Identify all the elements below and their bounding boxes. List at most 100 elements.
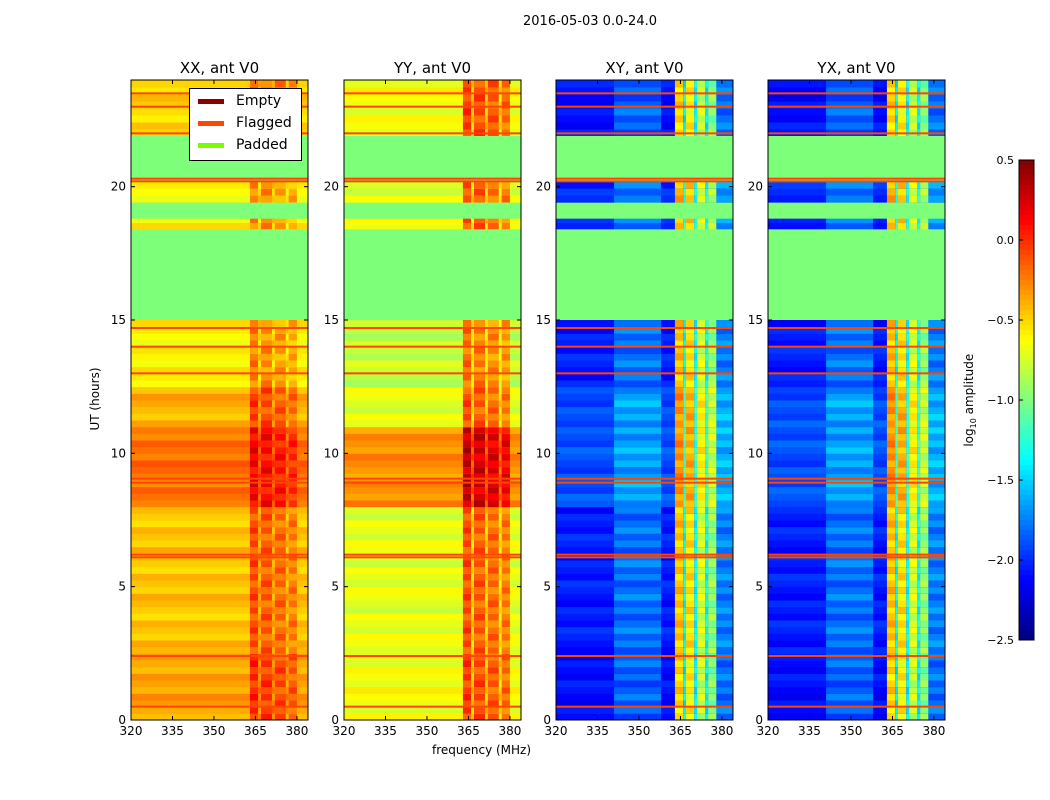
heatmap-cell: [344, 326, 521, 334]
heatmap-cell-rfi: [694, 426, 698, 434]
heatmap-cell-rfi: [917, 222, 921, 230]
heatmap-cell-rfi: [697, 360, 706, 368]
heatmap-cell-rfi: [697, 633, 706, 641]
heatmap-cell-rfi: [917, 87, 921, 95]
heatmap-cell-rfi: [694, 713, 698, 721]
heatmap-cell-rfi: [501, 80, 510, 88]
heatmap-cell-rfi: [614, 320, 662, 328]
heatmap-cell-rfi: [614, 340, 662, 348]
heatmap-cell-rfi: [886, 540, 896, 548]
heatmap-cell-rfi: [928, 500, 945, 508]
heatmap-cell-rfi: [614, 546, 662, 554]
heatmap-cell-rfi: [498, 660, 502, 668]
heatmap-cell-rfi: [716, 546, 733, 554]
heatmap-cell: [131, 433, 308, 441]
heatmap-cell-rfi: [285, 706, 289, 714]
colorbar-segment: [1019, 465, 1034, 471]
heatmap-cell-rfi: [928, 453, 945, 461]
heatmap-cell-rfi: [708, 320, 717, 328]
heatmap-cell-rfi: [928, 393, 945, 401]
heatmap-cell-rfi: [826, 493, 874, 501]
heatmap-cell-rfi: [501, 393, 510, 401]
heatmap-cell-rfi: [909, 540, 918, 548]
legend: Empty Flagged Padded: [189, 88, 302, 161]
heatmap-cell-rfi: [917, 80, 921, 88]
heatmap-cell-rfi: [498, 706, 502, 714]
heatmap-cell-rfi: [288, 573, 297, 581]
heatmap-cell-rfi: [498, 115, 502, 123]
heatmap-cell-rfi: [462, 460, 472, 468]
colorbar-segment: [1019, 245, 1034, 251]
heatmap-cell-rfi: [462, 633, 472, 641]
heatmap-cell-rfi: [705, 360, 709, 368]
heatmap-cell-rfi: [906, 633, 910, 641]
heatmap-cell-rfi: [928, 660, 945, 668]
heatmap-cell: [344, 513, 521, 521]
heatmap-cell-rfi: [674, 195, 684, 203]
heatmap-cell-rfi: [498, 600, 502, 608]
heatmap-cell-rfi: [487, 573, 499, 581]
heatmap-cell-rfi: [258, 693, 261, 701]
colorbar-segment: [1019, 255, 1034, 261]
heatmap-cell-rfi: [272, 473, 275, 481]
heatmap-cell-rfi: [285, 440, 289, 448]
heatmap-cell-rfi: [705, 680, 709, 688]
heatmap-cell-rfi: [928, 346, 945, 354]
heatmap-cell-rfi: [272, 433, 275, 441]
heatmap-cell-rfi: [487, 606, 499, 614]
heatmap-cell-rfi: [674, 706, 684, 714]
heatmap-cell-rfi: [272, 526, 275, 534]
heatmap-cell-rfi: [485, 546, 488, 554]
colorbar-segment: [1019, 280, 1034, 286]
heatmap-cell-rfi: [906, 506, 910, 514]
heatmap-cell-rfi: [920, 373, 929, 381]
heatmap-cell-rfi: [920, 573, 929, 581]
y-tick-label: 10: [324, 446, 339, 460]
heatmap-cell-rfi: [487, 406, 499, 414]
heatmap-cell: [131, 460, 308, 468]
heatmap-cell-rfi: [274, 393, 286, 401]
heatmap-cell-rfi: [697, 333, 706, 341]
heatmap-cell-rfi: [897, 560, 907, 568]
heatmap-cell-rfi: [473, 400, 486, 408]
heatmap-cell-rfi: [274, 706, 286, 714]
heatmap-cell-rfi: [906, 393, 910, 401]
heatmap-cell-rfi: [274, 560, 286, 568]
heatmap-cell-rfi: [249, 360, 259, 368]
heatmap-cell-rfi: [917, 340, 921, 348]
heatmap-cell-rfi: [917, 433, 921, 441]
heatmap-cell-rfi: [928, 373, 945, 381]
heatmap-cell-rfi: [886, 600, 896, 608]
heatmap-cell-rfi: [462, 353, 472, 361]
heatmap-cell-rfi: [285, 222, 289, 230]
heatmap-cell-rfi: [886, 195, 896, 203]
heatmap-cell-rfi: [260, 433, 273, 441]
heatmap-cell-rfi: [697, 80, 706, 88]
heatmap-cell-rfi: [462, 222, 472, 230]
heatmap-cell-rfi: [694, 493, 698, 501]
heatmap-cell-rfi: [674, 693, 684, 701]
heatmap-cell-rfi: [683, 420, 686, 428]
heatmap-cell-rfi: [683, 181, 686, 189]
heatmap-cell-rfi: [249, 493, 259, 501]
flagged-line: [344, 553, 521, 556]
heatmap-cell-rfi: [920, 101, 929, 109]
heatmap-cell-rfi: [906, 426, 910, 434]
heatmap-cell-rfi: [614, 413, 662, 421]
heatmap-cell-rfi: [285, 380, 289, 388]
heatmap-cell-rfi: [258, 633, 261, 641]
heatmap-cell-rfi: [708, 700, 717, 708]
heatmap-cell-rfi: [674, 513, 684, 521]
heatmap-cell-rfi: [705, 215, 709, 223]
heatmap-cell-rfi: [917, 115, 921, 123]
heatmap-cell-rfi: [895, 680, 898, 688]
colorbar-segment: [1019, 385, 1034, 391]
heatmap-cell-rfi: [288, 666, 297, 674]
heatmap-cell-rfi: [705, 353, 709, 361]
heatmap-cell-rfi: [694, 693, 698, 701]
heatmap-cell-rfi: [462, 593, 472, 601]
flagged-line: [131, 481, 308, 484]
heatmap-cell-rfi: [285, 215, 289, 223]
heatmap-cell-rfi: [485, 500, 488, 508]
heatmap-cell-rfi: [485, 340, 488, 348]
